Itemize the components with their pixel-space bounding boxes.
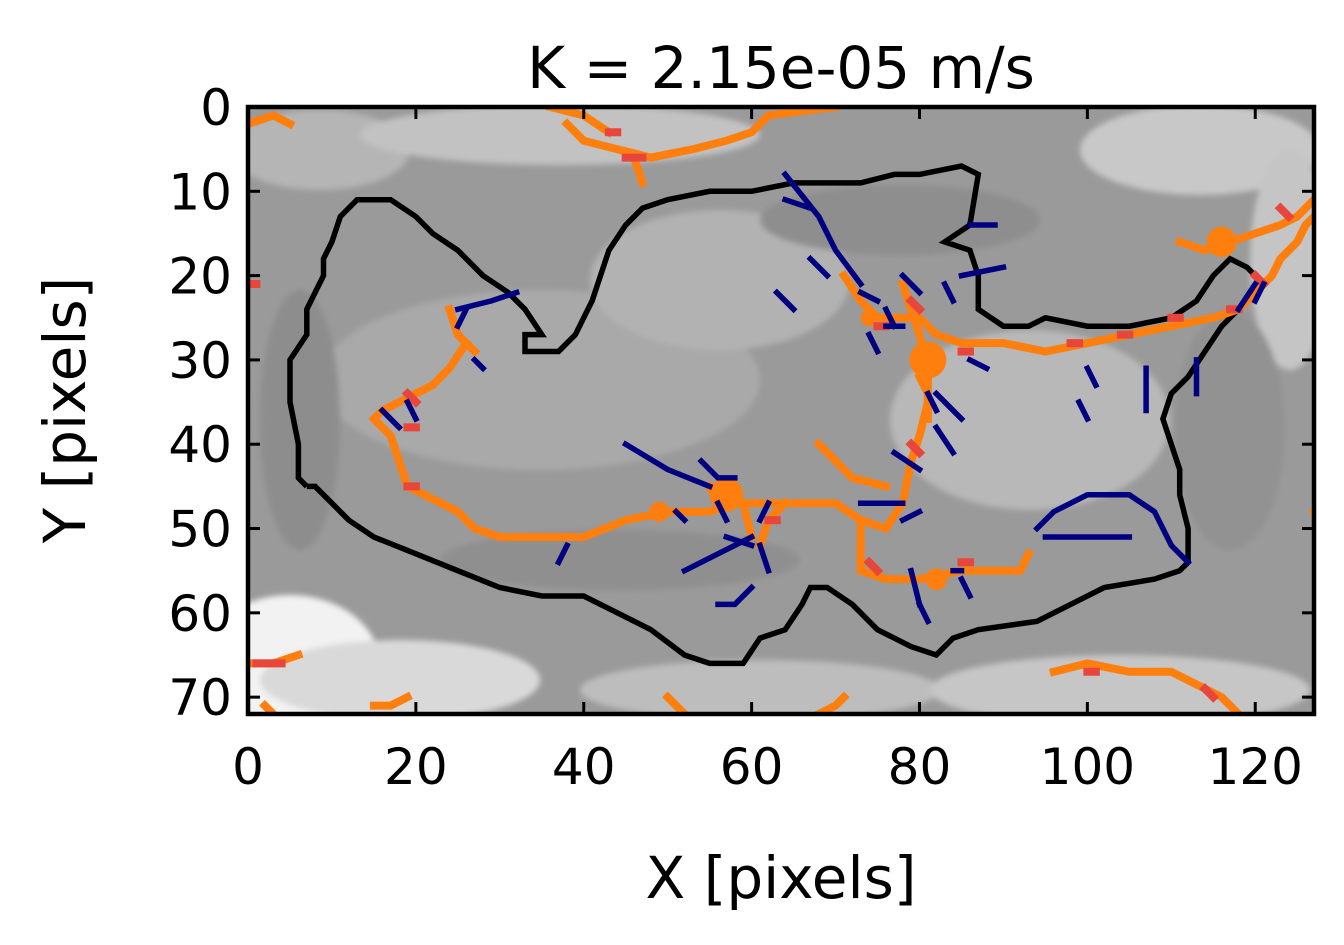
navy-stream-14 bbox=[672, 507, 689, 524]
navy-stream-19 bbox=[806, 254, 832, 280]
red-stream-21 bbox=[1199, 683, 1219, 703]
navy-stream-24 bbox=[865, 330, 882, 356]
navy-stream-2 bbox=[470, 356, 487, 373]
navy-stream-29 bbox=[932, 389, 966, 423]
y-tick-label-20: 20 bbox=[168, 248, 232, 306]
orange-stream-3 bbox=[629, 152, 648, 188]
navy-stream-1 bbox=[454, 305, 470, 330]
navy-stream-13 bbox=[714, 499, 731, 524]
navy-stream-16 bbox=[899, 508, 924, 524]
navy-stream-10 bbox=[756, 541, 772, 575]
x-axis-ticks: 0 20 40 60 80 100 120 bbox=[232, 107, 1303, 796]
orange-blob-5 bbox=[925, 568, 948, 591]
x-axis-label: X [pixels] bbox=[646, 844, 917, 912]
orange-blob-0 bbox=[909, 341, 947, 379]
orange-stream-18 bbox=[662, 691, 691, 714]
y-tick-label-30: 30 bbox=[168, 332, 232, 390]
orange-blob-4 bbox=[860, 309, 878, 327]
x-tick-label-80: 80 bbox=[888, 738, 952, 796]
navy-stream-32 bbox=[890, 448, 924, 474]
red-stream-4 bbox=[905, 295, 926, 315]
navy-stream-4 bbox=[403, 398, 420, 423]
shade-dark-left bbox=[260, 290, 340, 550]
navy-stream-9 bbox=[715, 583, 756, 608]
red-stream-14 bbox=[1274, 202, 1295, 223]
orange-blob-3 bbox=[649, 501, 670, 522]
shade-dark-right bbox=[1175, 310, 1285, 550]
y-tick-label-60: 60 bbox=[168, 585, 232, 643]
red-stream-19 bbox=[905, 438, 926, 459]
shade-bottom-mid bbox=[580, 660, 940, 714]
navy-stream-21 bbox=[857, 288, 882, 305]
shade-bottom-left-light bbox=[260, 640, 540, 714]
heatmap-shading bbox=[248, 107, 1314, 714]
shade-light-top-right bbox=[1080, 107, 1314, 195]
navy-stream-43 bbox=[1234, 280, 1260, 314]
y-axis-ticks: 0 10 20 30 40 50 60 70 bbox=[168, 79, 1314, 727]
navy-stream-27 bbox=[958, 263, 1007, 279]
x-tick-label-0: 0 bbox=[232, 738, 264, 796]
navy-stream-0 bbox=[454, 289, 521, 313]
orange-stream-1 bbox=[561, 107, 841, 162]
y-tick-label-0: 0 bbox=[200, 79, 232, 137]
navy-stream-42 bbox=[915, 600, 932, 625]
red-stream-7 bbox=[863, 556, 884, 577]
navy-stream-26 bbox=[941, 280, 957, 305]
x-tick-label-20: 20 bbox=[384, 738, 448, 796]
navy-stream-39 bbox=[957, 575, 974, 600]
orange-stream-15 bbox=[1048, 659, 1245, 714]
navy-stream-44 bbox=[1251, 280, 1268, 305]
orange-stream-9 bbox=[738, 498, 757, 542]
plot-area bbox=[248, 107, 1314, 714]
orange-stream-0 bbox=[248, 111, 296, 130]
y-tick-label-10: 10 bbox=[168, 163, 232, 221]
shade-center-light bbox=[590, 210, 850, 350]
y-tick-label-50: 50 bbox=[168, 501, 232, 559]
y-tick-label-70: 70 bbox=[168, 669, 232, 727]
x-tick-label-120: 120 bbox=[1208, 738, 1303, 796]
navy-stream-30 bbox=[966, 356, 991, 372]
navy-stream-7 bbox=[697, 457, 738, 481]
orange-stream-12 bbox=[1174, 194, 1314, 255]
navy-stream-3 bbox=[378, 406, 403, 432]
navy-stream-41 bbox=[907, 567, 923, 608]
shade-right-light bbox=[890, 330, 1170, 510]
boundary-layer bbox=[287, 163, 1268, 667]
y-tick-label-40: 40 bbox=[168, 416, 232, 474]
orange-stream-19 bbox=[813, 691, 850, 714]
orange-blob-1 bbox=[709, 478, 744, 512]
shade-light-top bbox=[360, 107, 760, 165]
navy-stream-25 bbox=[898, 271, 924, 297]
navy-stream-17 bbox=[781, 170, 865, 288]
chart-title: K = 2.15e-05 m/s bbox=[527, 34, 1035, 102]
navy-stream-33 bbox=[924, 389, 940, 415]
red-stream-layer bbox=[248, 128, 1295, 703]
orange-blob-2 bbox=[1206, 226, 1237, 257]
navy-stream-31 bbox=[932, 423, 957, 457]
navy-stream-20 bbox=[772, 288, 798, 314]
navy-stream-18 bbox=[781, 196, 814, 212]
navy-stream-12 bbox=[756, 499, 773, 524]
orange-stream-17 bbox=[369, 691, 413, 710]
navy-stream-22 bbox=[882, 305, 898, 330]
x-tick-label-40: 40 bbox=[552, 738, 616, 796]
red-stream-0 bbox=[401, 387, 422, 408]
y-axis-label: Y [pixels] bbox=[31, 277, 99, 545]
navy-stream-36 bbox=[1075, 398, 1092, 423]
navy-stream-37 bbox=[1033, 492, 1192, 567]
x-tick-label-100: 100 bbox=[1040, 738, 1135, 796]
navy-stream-5 bbox=[554, 541, 571, 566]
navy-stream-6 bbox=[621, 440, 714, 490]
navy-stream-11 bbox=[722, 533, 756, 549]
navy-stream-34 bbox=[1083, 364, 1100, 389]
x-tick-label-60: 60 bbox=[720, 738, 784, 796]
orange-stream-6 bbox=[813, 438, 891, 492]
shade-dark-lower-mid bbox=[440, 530, 800, 590]
boundary-contour bbox=[287, 163, 1268, 667]
plot-frame bbox=[245, 104, 1317, 717]
navy-stream-layer bbox=[378, 170, 1268, 625]
